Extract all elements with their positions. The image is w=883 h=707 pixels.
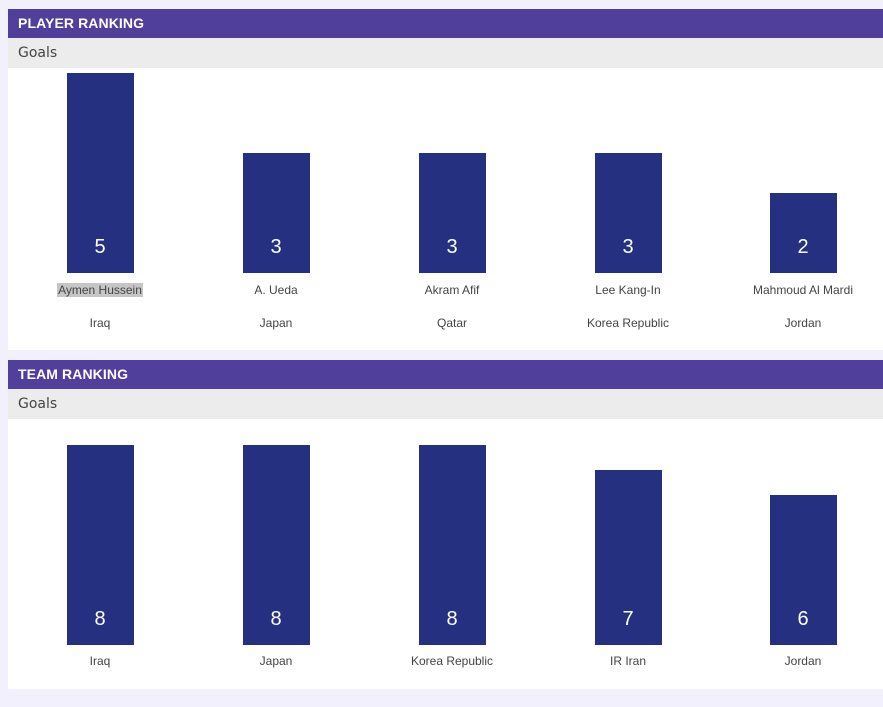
team-name-3: Korea Republic (372, 654, 532, 668)
player-team-4: Korea Republic (548, 316, 708, 330)
player-team-4-text: Korea Republic (586, 316, 670, 330)
player-team-2-text: Japan (259, 316, 293, 330)
player-ranking-title: PLAYER RANKING (8, 9, 883, 38)
team-5-bar[interactable]: 6 (769, 495, 837, 645)
team-ranking-metric: Goals (8, 389, 883, 419)
player-name-1: Aymen Hussein (20, 283, 180, 297)
team-4-bar[interactable]: 7 (594, 470, 662, 645)
player-4-value: 3 (622, 236, 634, 258)
team-3-bar[interactable]: 8 (418, 445, 486, 645)
player-team-3-text: Qatar (436, 316, 467, 330)
player-1-value: 5 (94, 236, 106, 258)
team-1-bar[interactable]: 8 (66, 445, 134, 645)
player-team-3: Qatar (372, 316, 532, 330)
player-3-bar[interactable]: 3 (418, 153, 486, 273)
team-name-1: Iraq (20, 654, 180, 668)
team-3-value: 8 (446, 608, 458, 630)
player-name-5-text: Mahmoud Al Mardi (752, 283, 854, 297)
player-name-4-text: Lee Kang-In (595, 283, 661, 297)
team-1-value: 8 (94, 608, 106, 630)
team-ranking-title: TEAM RANKING (8, 360, 883, 389)
player-name-4: Lee Kang-In (548, 283, 708, 297)
player-team-5-text: Jordan (784, 316, 822, 330)
team-ranking-panel: TEAM RANKING Goals 8 Iraq 8 Japan 8 Korea Rep… (8, 360, 883, 689)
player-ranking-metric: Goals (8, 38, 883, 68)
player-name-5: Mahmoud Al Mardi (723, 283, 883, 297)
player-4-bar[interactable]: 3 (594, 153, 662, 273)
player-ranking-panel: PLAYER RANKING Goals 5 Aymen Hussein Iraq 3… (8, 9, 883, 350)
player-name-2: A. Ueda (196, 283, 356, 297)
player-2-value: 3 (270, 236, 282, 258)
team-5-value: 6 (797, 608, 809, 630)
team-name-2: Japan (196, 654, 356, 668)
team-name-1-text: Iraq (89, 654, 111, 668)
player-2-bar[interactable]: 3 (242, 153, 310, 273)
player-5-bar[interactable]: 2 (769, 193, 837, 273)
player-team-1: Iraq (20, 316, 180, 330)
player-5-value: 2 (797, 236, 809, 258)
player-ranking-chart: 5 Aymen Hussein Iraq 3 A. Ueda Japan 3 Akram Af… (8, 68, 883, 350)
player-team-5: Jordan (723, 316, 883, 330)
player-1-bar[interactable]: 5 (66, 73, 134, 273)
player-name-3-text: Akram Afif (424, 283, 480, 297)
team-name-4: IR Iran (548, 654, 708, 668)
team-name-2-text: Japan (259, 654, 293, 668)
team-2-value: 8 (270, 608, 282, 630)
team-name-3-text: Korea Republic (410, 654, 494, 668)
player-name-3: Akram Afif (372, 283, 532, 297)
player-3-value: 3 (446, 236, 458, 258)
team-name-5: Jordan (723, 654, 883, 668)
team-2-bar[interactable]: 8 (242, 445, 310, 645)
player-team-1-text: Iraq (89, 316, 111, 330)
player-team-2: Japan (196, 316, 356, 330)
team-4-value: 7 (622, 608, 634, 630)
team-name-4-text: IR Iran (609, 654, 646, 668)
player-name-1-text: Aymen Hussein (57, 283, 143, 297)
team-ranking-chart: 8 Iraq 8 Japan 8 Korea Republic 7 IR Iran 6 Jorda… (8, 419, 883, 689)
player-name-2-text: A. Ueda (254, 283, 298, 297)
team-name-5-text: Jordan (784, 654, 822, 668)
